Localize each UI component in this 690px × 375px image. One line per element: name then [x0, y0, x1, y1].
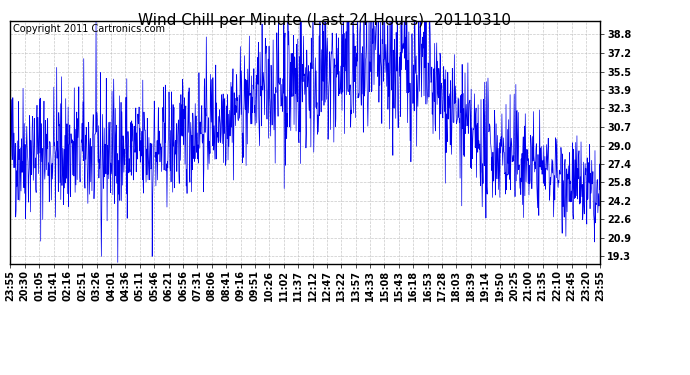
Text: Copyright 2011 Cartronics.com: Copyright 2011 Cartronics.com: [13, 24, 166, 34]
Text: Wind Chill per Minute (Last 24 Hours)  20110310: Wind Chill per Minute (Last 24 Hours) 20…: [138, 13, 511, 28]
